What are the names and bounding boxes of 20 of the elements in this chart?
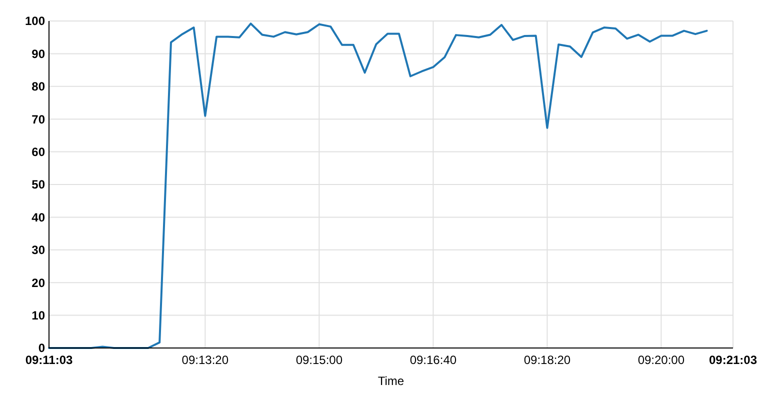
- x-tick-label: 09:15:00: [296, 353, 343, 367]
- y-tick-label: 20: [32, 276, 46, 290]
- line-series: [48, 22, 708, 349]
- y-tick-label: 30: [32, 243, 46, 258]
- y-tick-label: 70: [32, 112, 46, 126]
- y-tick-label: 0: [38, 341, 46, 356]
- y-tick-label: 60: [32, 145, 46, 159]
- x-tick-label: 09:20:00: [638, 353, 685, 367]
- y-tick-label: 80: [32, 80, 46, 94]
- y-tick-label: 90: [32, 46, 46, 61]
- x-tick-label: 09:11:03: [25, 353, 74, 367]
- x-tick-label: 09:13:20: [182, 353, 229, 367]
- y-tick-label: 10: [32, 308, 46, 322]
- x-tick-label: 09:16:40: [410, 353, 457, 367]
- x-axis-title: Time: [378, 374, 404, 388]
- y-tick-label: 100: [24, 14, 46, 28]
- x-tick-label: 09:21:03: [708, 353, 758, 367]
- y-tick-label: 50: [32, 178, 46, 192]
- x-tick-label: 09:18:20: [524, 353, 571, 367]
- y-tick-label: 40: [32, 210, 46, 224]
